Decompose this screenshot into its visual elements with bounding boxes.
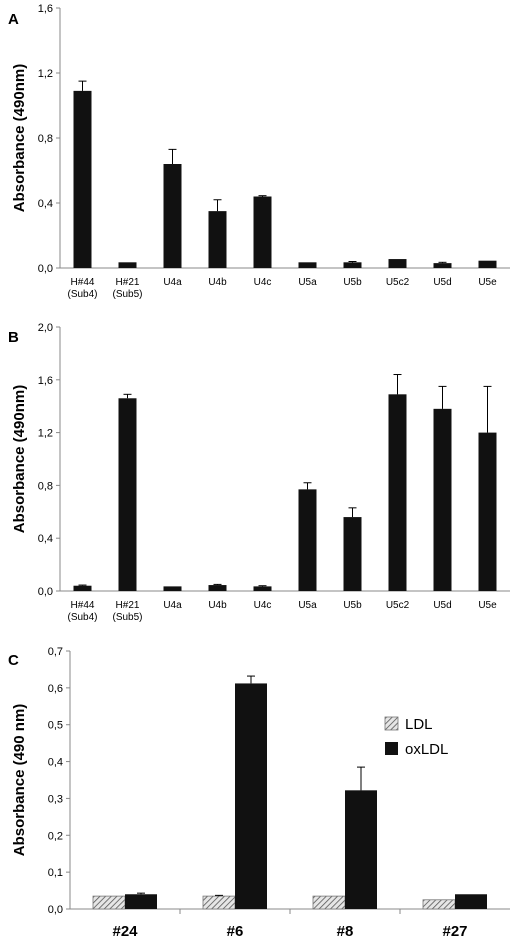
x-tick-label: U5a — [298, 600, 317, 611]
y-tick-label: 0,4 — [48, 757, 63, 769]
y-tick-label: 0,5 — [48, 720, 63, 732]
bar-9 — [478, 432, 497, 591]
y-tick-label: 0,7 — [48, 646, 63, 658]
x-tick-label: #24 — [112, 923, 138, 940]
bar-2 — [163, 586, 182, 591]
x-tick-label: U4a — [163, 600, 182, 611]
bar-8 — [433, 263, 452, 268]
bar-oxldl-0 — [125, 894, 157, 909]
bar-9 — [478, 260, 497, 268]
bar-1 — [118, 262, 137, 268]
x-tick-label: U5d — [433, 600, 451, 611]
x-tick-label: H#21 — [116, 277, 140, 288]
bar-6 — [343, 262, 362, 268]
y-tick-label: 0,0 — [38, 263, 53, 275]
x-tick-label: (Sub4) — [67, 289, 97, 300]
y-tick-label: 0,2 — [48, 830, 63, 842]
x-tick-label: U5b — [343, 277, 362, 288]
x-tick-label: U5c2 — [386, 600, 410, 611]
y-tick-label: 1,2 — [38, 68, 53, 80]
x-tick-label: #27 — [442, 923, 467, 940]
x-tick-label: U4c — [254, 600, 272, 611]
bar-ldl-3 — [422, 899, 456, 910]
y-tick-label: 0,3 — [48, 793, 63, 805]
x-tick-label: U5a — [298, 277, 317, 288]
bar-7 — [388, 394, 407, 591]
bar-ldl-0 — [92, 895, 126, 910]
x-tick-label: U4c — [254, 277, 272, 288]
y-tick-label: 0,4 — [38, 198, 53, 210]
chart-panel-c: C Absorbance (490 nm) 0,0 0,1 0,2 0,3 0,4 0,5 0,… — [8, 646, 510, 940]
y-axis-label: Absorbance (490 nm) — [11, 704, 28, 857]
x-tick-label: #6 — [227, 923, 244, 940]
bar-3 — [208, 211, 227, 268]
bar-0 — [73, 585, 92, 591]
y-tick-label: 0,0 — [48, 904, 63, 916]
y-tick-label: 0,4 — [38, 533, 53, 545]
y-tick-label: 1,6 — [38, 375, 53, 387]
bar-5 — [298, 262, 317, 268]
x-tick-label: U4b — [208, 277, 227, 288]
y-tick-label: 0,6 — [48, 683, 63, 695]
chart-panel-b: B Absorbance (490nm) 0,0 0,4 0,8 1,2 1,6 2,0 H#4… — [8, 322, 510, 623]
bar-oxldl-1 — [235, 683, 267, 909]
x-tick-label: H#44 — [71, 600, 95, 611]
panel-label-c: C — [8, 652, 19, 669]
y-tick-label: 0,8 — [38, 133, 53, 145]
bar-oxldl-2 — [345, 790, 377, 909]
y-tick-label: 0,0 — [38, 586, 53, 598]
x-tick-label: (Sub5) — [112, 289, 142, 300]
panel-label-a: A — [8, 11, 19, 28]
x-tick-label: #8 — [337, 923, 354, 940]
x-tick-label: U5e — [478, 600, 497, 611]
legend-label-ldl: LDL — [405, 716, 433, 733]
y-tick-label: 2,0 — [38, 322, 53, 334]
y-tick-label: 0,1 — [48, 867, 63, 879]
y-axis-label: Absorbance (490nm) — [11, 385, 28, 533]
bar-oxldl-3 — [455, 894, 487, 909]
bar-4 — [253, 586, 272, 591]
x-tick-label: U5d — [433, 277, 451, 288]
bar-7 — [388, 259, 407, 268]
x-tick-label: H#21 — [116, 600, 140, 611]
x-tick-label: (Sub5) — [112, 612, 142, 623]
bar-1 — [118, 398, 137, 591]
legend-label-oxldl: oxLDL — [405, 741, 448, 758]
bar-3 — [208, 585, 227, 591]
y-tick-label: 1,2 — [38, 428, 53, 440]
bar-2 — [163, 164, 182, 268]
x-tick-label: U4b — [208, 600, 227, 611]
bar-ldl-1 — [202, 895, 236, 910]
bar-4 — [253, 196, 272, 268]
x-tick-label: (Sub4) — [67, 612, 97, 623]
y-axis-label: Absorbance (490nm) — [11, 64, 28, 212]
bar-8 — [433, 408, 452, 591]
panel-label-b: B — [8, 329, 19, 346]
bar-6 — [343, 517, 362, 591]
legend-swatch-oxldl — [385, 742, 398, 755]
x-tick-label: U5e — [478, 277, 497, 288]
bar-ldl-2 — [312, 895, 346, 910]
legend-swatch-ldl — [384, 716, 399, 731]
y-tick-label: 1,6 — [38, 3, 53, 15]
y-tick-label: 0,8 — [38, 480, 53, 492]
x-tick-label: U5b — [343, 600, 362, 611]
bar-5 — [298, 489, 317, 591]
x-tick-label: H#44 — [71, 277, 95, 288]
x-tick-label: U5c2 — [386, 277, 410, 288]
bar-0 — [73, 90, 92, 268]
x-tick-label: U4a — [163, 277, 182, 288]
